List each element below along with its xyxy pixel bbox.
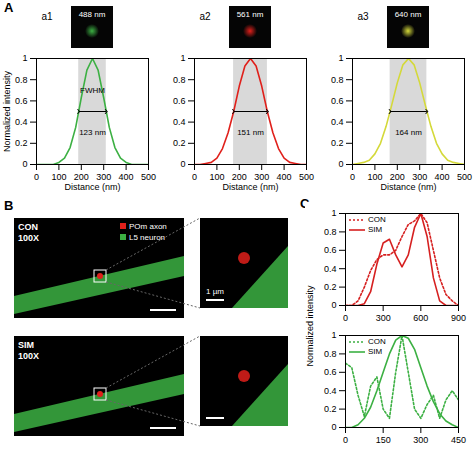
svg-text:0: 0 — [350, 172, 355, 182]
svg-text:Distance (nm): Distance (nm) — [380, 182, 436, 192]
svg-text:300: 300 — [413, 435, 428, 445]
svg-text:1: 1 — [22, 53, 27, 63]
svg-text:400: 400 — [119, 172, 134, 182]
svg-text:600: 600 — [413, 313, 428, 323]
html-text:B: B — [4, 198, 14, 213]
svg-text:Normalized intensity: Normalized intensity — [305, 285, 315, 367]
svg-text:0.8: 0.8 — [324, 349, 337, 359]
svg-text:164 nm: 164 nm — [395, 128, 422, 137]
svg-text:0: 0 — [180, 159, 185, 169]
svg-text:0: 0 — [338, 159, 343, 169]
svg-text:200: 200 — [390, 172, 405, 182]
svg-text:100: 100 — [209, 172, 224, 182]
svg-text:0: 0 — [34, 172, 39, 182]
svg-text:a2: a2 — [199, 11, 211, 22]
svg-text:200: 200 — [232, 172, 247, 182]
svg-text:900: 900 — [451, 313, 466, 323]
svg-text:450: 450 — [451, 435, 466, 445]
svg-text:0.6: 0.6 — [324, 245, 337, 255]
svg-text:0.4: 0.4 — [324, 386, 337, 396]
svg-text:0: 0 — [343, 435, 348, 445]
svg-text:150: 150 — [376, 435, 391, 445]
svg-text:100X: 100X — [18, 233, 39, 243]
html-text:A: A — [4, 0, 14, 15]
svg-text:123 nm: 123 nm — [79, 128, 106, 137]
svg-text:Normalized intensity: Normalized intensity — [2, 70, 12, 152]
svg-text:300: 300 — [376, 313, 391, 323]
svg-text:SIM: SIM — [18, 340, 34, 350]
svg-text:488 nm: 488 nm — [79, 10, 106, 19]
svg-text:0.6: 0.6 — [15, 96, 28, 106]
svg-text:0.6: 0.6 — [324, 367, 337, 377]
svg-text:0.4: 0.4 — [173, 117, 186, 127]
svg-text:100X: 100X — [18, 351, 39, 361]
svg-text:300: 300 — [412, 172, 427, 182]
svg-text:0: 0 — [331, 300, 336, 310]
svg-text:0.2: 0.2 — [324, 404, 337, 414]
svg-text:0.6: 0.6 — [331, 96, 344, 106]
svg-text:400: 400 — [277, 172, 292, 182]
html-text:C: C — [300, 196, 310, 211]
svg-text:CON: CON — [18, 222, 38, 232]
svg-text:0.4: 0.4 — [324, 264, 337, 274]
html-text:SIM: SIM — [368, 347, 383, 356]
svg-text:400: 400 — [435, 172, 450, 182]
svg-text:0.4: 0.4 — [15, 117, 28, 127]
svg-text:300: 300 — [254, 172, 269, 182]
svg-text:300: 300 — [96, 172, 111, 182]
svg-text:100: 100 — [51, 172, 66, 182]
svg-text:a1: a1 — [41, 11, 53, 22]
svg-text:0: 0 — [343, 313, 348, 323]
svg-text:1: 1 — [331, 330, 336, 340]
svg-text:0.8: 0.8 — [173, 75, 186, 85]
svg-text:0.8: 0.8 — [324, 227, 337, 237]
svg-text:0.6: 0.6 — [173, 96, 186, 106]
svg-text:Distance (nm): Distance (nm) — [64, 182, 120, 192]
svg-text:500: 500 — [457, 172, 472, 182]
svg-text:a3: a3 — [357, 11, 369, 22]
html-text:SIM: SIM — [368, 225, 383, 234]
svg-text:500: 500 — [299, 172, 314, 182]
svg-text:1: 1 — [180, 53, 185, 63]
svg-text:POm axon: POm axon — [129, 222, 167, 231]
svg-text:0: 0 — [22, 159, 27, 169]
svg-text:1 µm: 1 µm — [206, 287, 224, 296]
svg-text:151 nm: 151 nm — [237, 128, 264, 137]
svg-text:640 nm: 640 nm — [395, 10, 422, 19]
svg-text:0.2: 0.2 — [324, 282, 337, 292]
svg-text:0.2: 0.2 — [331, 138, 344, 148]
svg-text:0.2: 0.2 — [15, 138, 28, 148]
svg-text:1: 1 — [338, 53, 343, 63]
svg-text:0: 0 — [331, 422, 336, 432]
svg-text:100: 100 — [367, 172, 382, 182]
svg-text:FWHM: FWHM — [80, 86, 105, 95]
svg-text:561 nm: 561 nm — [237, 10, 264, 19]
svg-text:1: 1 — [331, 208, 336, 218]
svg-text:Distance (nm): Distance (nm) — [222, 182, 278, 192]
svg-text:500: 500 — [141, 172, 156, 182]
svg-text:0.4: 0.4 — [331, 117, 344, 127]
svg-text:200: 200 — [74, 172, 89, 182]
svg-text:0.8: 0.8 — [15, 75, 28, 85]
svg-text:0: 0 — [192, 172, 197, 182]
html-text:CON: CON — [368, 215, 386, 224]
svg-text:L5 neuron: L5 neuron — [129, 233, 165, 242]
svg-text:0.2: 0.2 — [173, 138, 186, 148]
svg-text:0.8: 0.8 — [331, 75, 344, 85]
html-text:CON: CON — [368, 337, 386, 346]
